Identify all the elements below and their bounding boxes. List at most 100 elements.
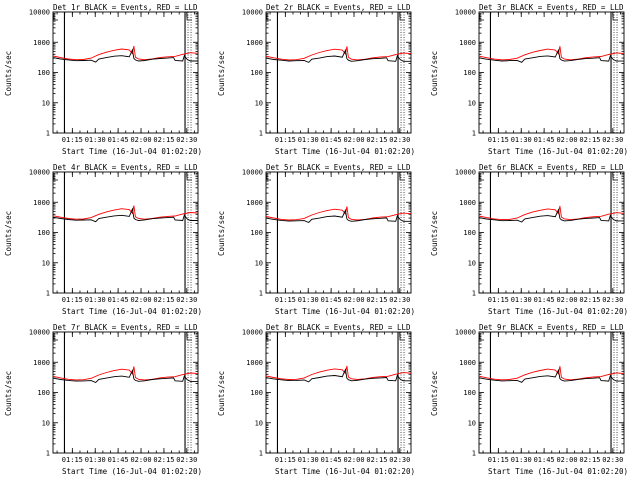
x-tick-label: 02:00: [556, 456, 577, 464]
panel-title: Det_2r BLACK = Events, RED = LLD: [266, 3, 411, 12]
x-tick-label: 01:15: [62, 456, 83, 464]
y-axis-label: Counts/sec: [217, 50, 226, 96]
y-tick-label: 10000: [455, 169, 476, 177]
plot-svg: 1 10 100 1000 10000 01:15 01:30 01:45 02:00 02:15…: [455, 329, 625, 464]
x-axis-label: Start Time (16-Jul-04 01:02:20): [62, 147, 202, 156]
events-series-line: [52, 207, 198, 223]
plot-svg: 1 10 100 1000 10000 01:15 01:30 01:45 02:00 02:15…: [242, 169, 412, 304]
x-axis-label: Start Time (16-Jul-04 01:02:20): [62, 307, 202, 316]
x-tick-label: 02:00: [343, 136, 364, 144]
y-tick-label: 1000: [33, 39, 50, 47]
x-tick-label: 01:30: [85, 456, 106, 464]
plot-frame: [265, 331, 412, 454]
x-tick-label: 02:15: [579, 136, 600, 144]
x-tick-label: 02:00: [130, 136, 151, 144]
y-tick-label: 1000: [246, 39, 263, 47]
y-tick-label: 1: [259, 290, 263, 298]
y-tick-label: 1000: [33, 199, 50, 207]
x-tick-label: 02:30: [602, 456, 623, 464]
x-tick-label: 01:15: [275, 456, 296, 464]
x-tick-label: 01:45: [321, 456, 342, 464]
start-bracket-mark: [479, 334, 484, 341]
lld-series-line: [52, 45, 199, 61]
start-bracket-mark: [53, 334, 58, 341]
end-bracket-mark: [399, 174, 406, 181]
y-tick-label: 1: [472, 290, 476, 298]
y-tick-label: 1: [46, 290, 50, 298]
y-tick-label: 10: [468, 259, 476, 267]
x-tick-label: 02:00: [556, 296, 577, 304]
lld-series-line: [478, 366, 625, 381]
y-tick-label: 1: [472, 450, 476, 458]
y-tick-label: 10: [255, 419, 263, 427]
y-tick-label: 1000: [33, 359, 50, 367]
y-tick-label: 10: [42, 259, 50, 267]
y-axis-label: Counts/sec: [430, 50, 439, 96]
events-series-line: [265, 48, 411, 63]
y-tick-label: 10000: [242, 329, 263, 337]
lld-series-line: [478, 46, 625, 61]
x-tick-label: 02:00: [343, 456, 364, 464]
events-series-line: [265, 368, 411, 383]
y-tick-label: 100: [250, 389, 263, 397]
detector-panel: 1 10 100 1000 10000 01:15 01:30 01:45 02:00 02:15…: [426, 160, 639, 320]
detector-panel: 1 10 100 1000 10000 01:15 01:30 01:45 02:00 02:15…: [0, 160, 213, 320]
x-tick-label: 01:15: [62, 296, 83, 304]
y-tick-label: 1000: [246, 359, 263, 367]
x-tick-label: 02:15: [579, 296, 600, 304]
y-tick-label: 100: [250, 69, 263, 77]
x-axis-label: Start Time (16-Jul-04 01:02:20): [488, 147, 628, 156]
detector-panel: 1 10 100 1000 10000 01:15 01:30 01:45 02:00 02:15…: [213, 320, 426, 480]
y-tick-label: 100: [37, 69, 50, 77]
x-tick-label: 01:30: [85, 296, 106, 304]
y-tick-label: 10: [42, 419, 50, 427]
plot-svg: 1 10 100 1000 10000 01:15 01:30 01:45 02:00 02:15…: [455, 9, 625, 144]
y-tick-label: 10: [468, 99, 476, 107]
y-tick-label: 1: [46, 450, 50, 458]
plot-frame: [478, 331, 625, 454]
start-bracket-mark: [266, 334, 271, 341]
y-tick-label: 1: [259, 450, 263, 458]
x-tick-label: 02:00: [130, 456, 151, 464]
end-bracket-mark: [399, 14, 406, 21]
x-tick-label: 01:30: [511, 296, 532, 304]
plot-svg: 1 10 100 1000 10000 01:15 01:30 01:45 02:00 02:15…: [29, 9, 199, 144]
x-tick-label: 02:30: [176, 456, 197, 464]
end-bracket-mark: [186, 334, 193, 341]
y-tick-label: 1000: [459, 39, 476, 47]
detector-panel: 1 10 100 1000 10000 01:15 01:30 01:45 02:00 02:15…: [426, 0, 639, 160]
x-tick-label: 02:15: [366, 136, 387, 144]
x-tick-label: 01:15: [488, 296, 509, 304]
x-tick-label: 01:30: [298, 296, 319, 304]
detector-panel: 1 10 100 1000 10000 01:15 01:30 01:45 02:00 02:15…: [426, 320, 639, 480]
y-tick-label: 100: [463, 69, 476, 77]
x-tick-label: 01:45: [108, 296, 129, 304]
start-bracket-mark: [266, 174, 271, 181]
x-tick-label: 01:15: [275, 296, 296, 304]
x-axis-label: Start Time (16-Jul-04 01:02:20): [275, 147, 415, 156]
plot-svg: 1 10 100 1000 10000 01:15 01:30 01:45 02:00 02:15…: [29, 329, 199, 464]
y-tick-label: 10000: [29, 169, 50, 177]
events-series-line: [52, 48, 198, 63]
lld-series-line: [265, 46, 412, 61]
x-axis-label: Start Time (16-Jul-04 01:02:20): [488, 467, 628, 476]
x-tick-label: 01:45: [534, 296, 555, 304]
x-tick-label: 01:15: [62, 136, 83, 144]
x-tick-label: 02:30: [389, 136, 410, 144]
x-tick-label: 02:15: [366, 456, 387, 464]
end-bracket-mark: [186, 174, 193, 181]
y-tick-label: 1: [46, 130, 50, 138]
plot-frame: [478, 11, 625, 134]
y-tick-label: 100: [250, 229, 263, 237]
x-tick-label: 02:00: [130, 296, 151, 304]
x-tick-label: 01:45: [321, 136, 342, 144]
lld-series-line: [265, 206, 412, 221]
x-tick-label: 02:30: [389, 296, 410, 304]
x-tick-label: 02:00: [556, 136, 577, 144]
y-tick-label: 1000: [459, 199, 476, 207]
plot-frame: [52, 171, 199, 294]
y-tick-label: 1000: [246, 199, 263, 207]
lld-series-line: [265, 365, 412, 380]
events-series-line: [52, 369, 198, 384]
plot-svg: 1 10 100 1000 10000 01:15 01:30 01:45 02:00 02:15…: [242, 9, 412, 144]
